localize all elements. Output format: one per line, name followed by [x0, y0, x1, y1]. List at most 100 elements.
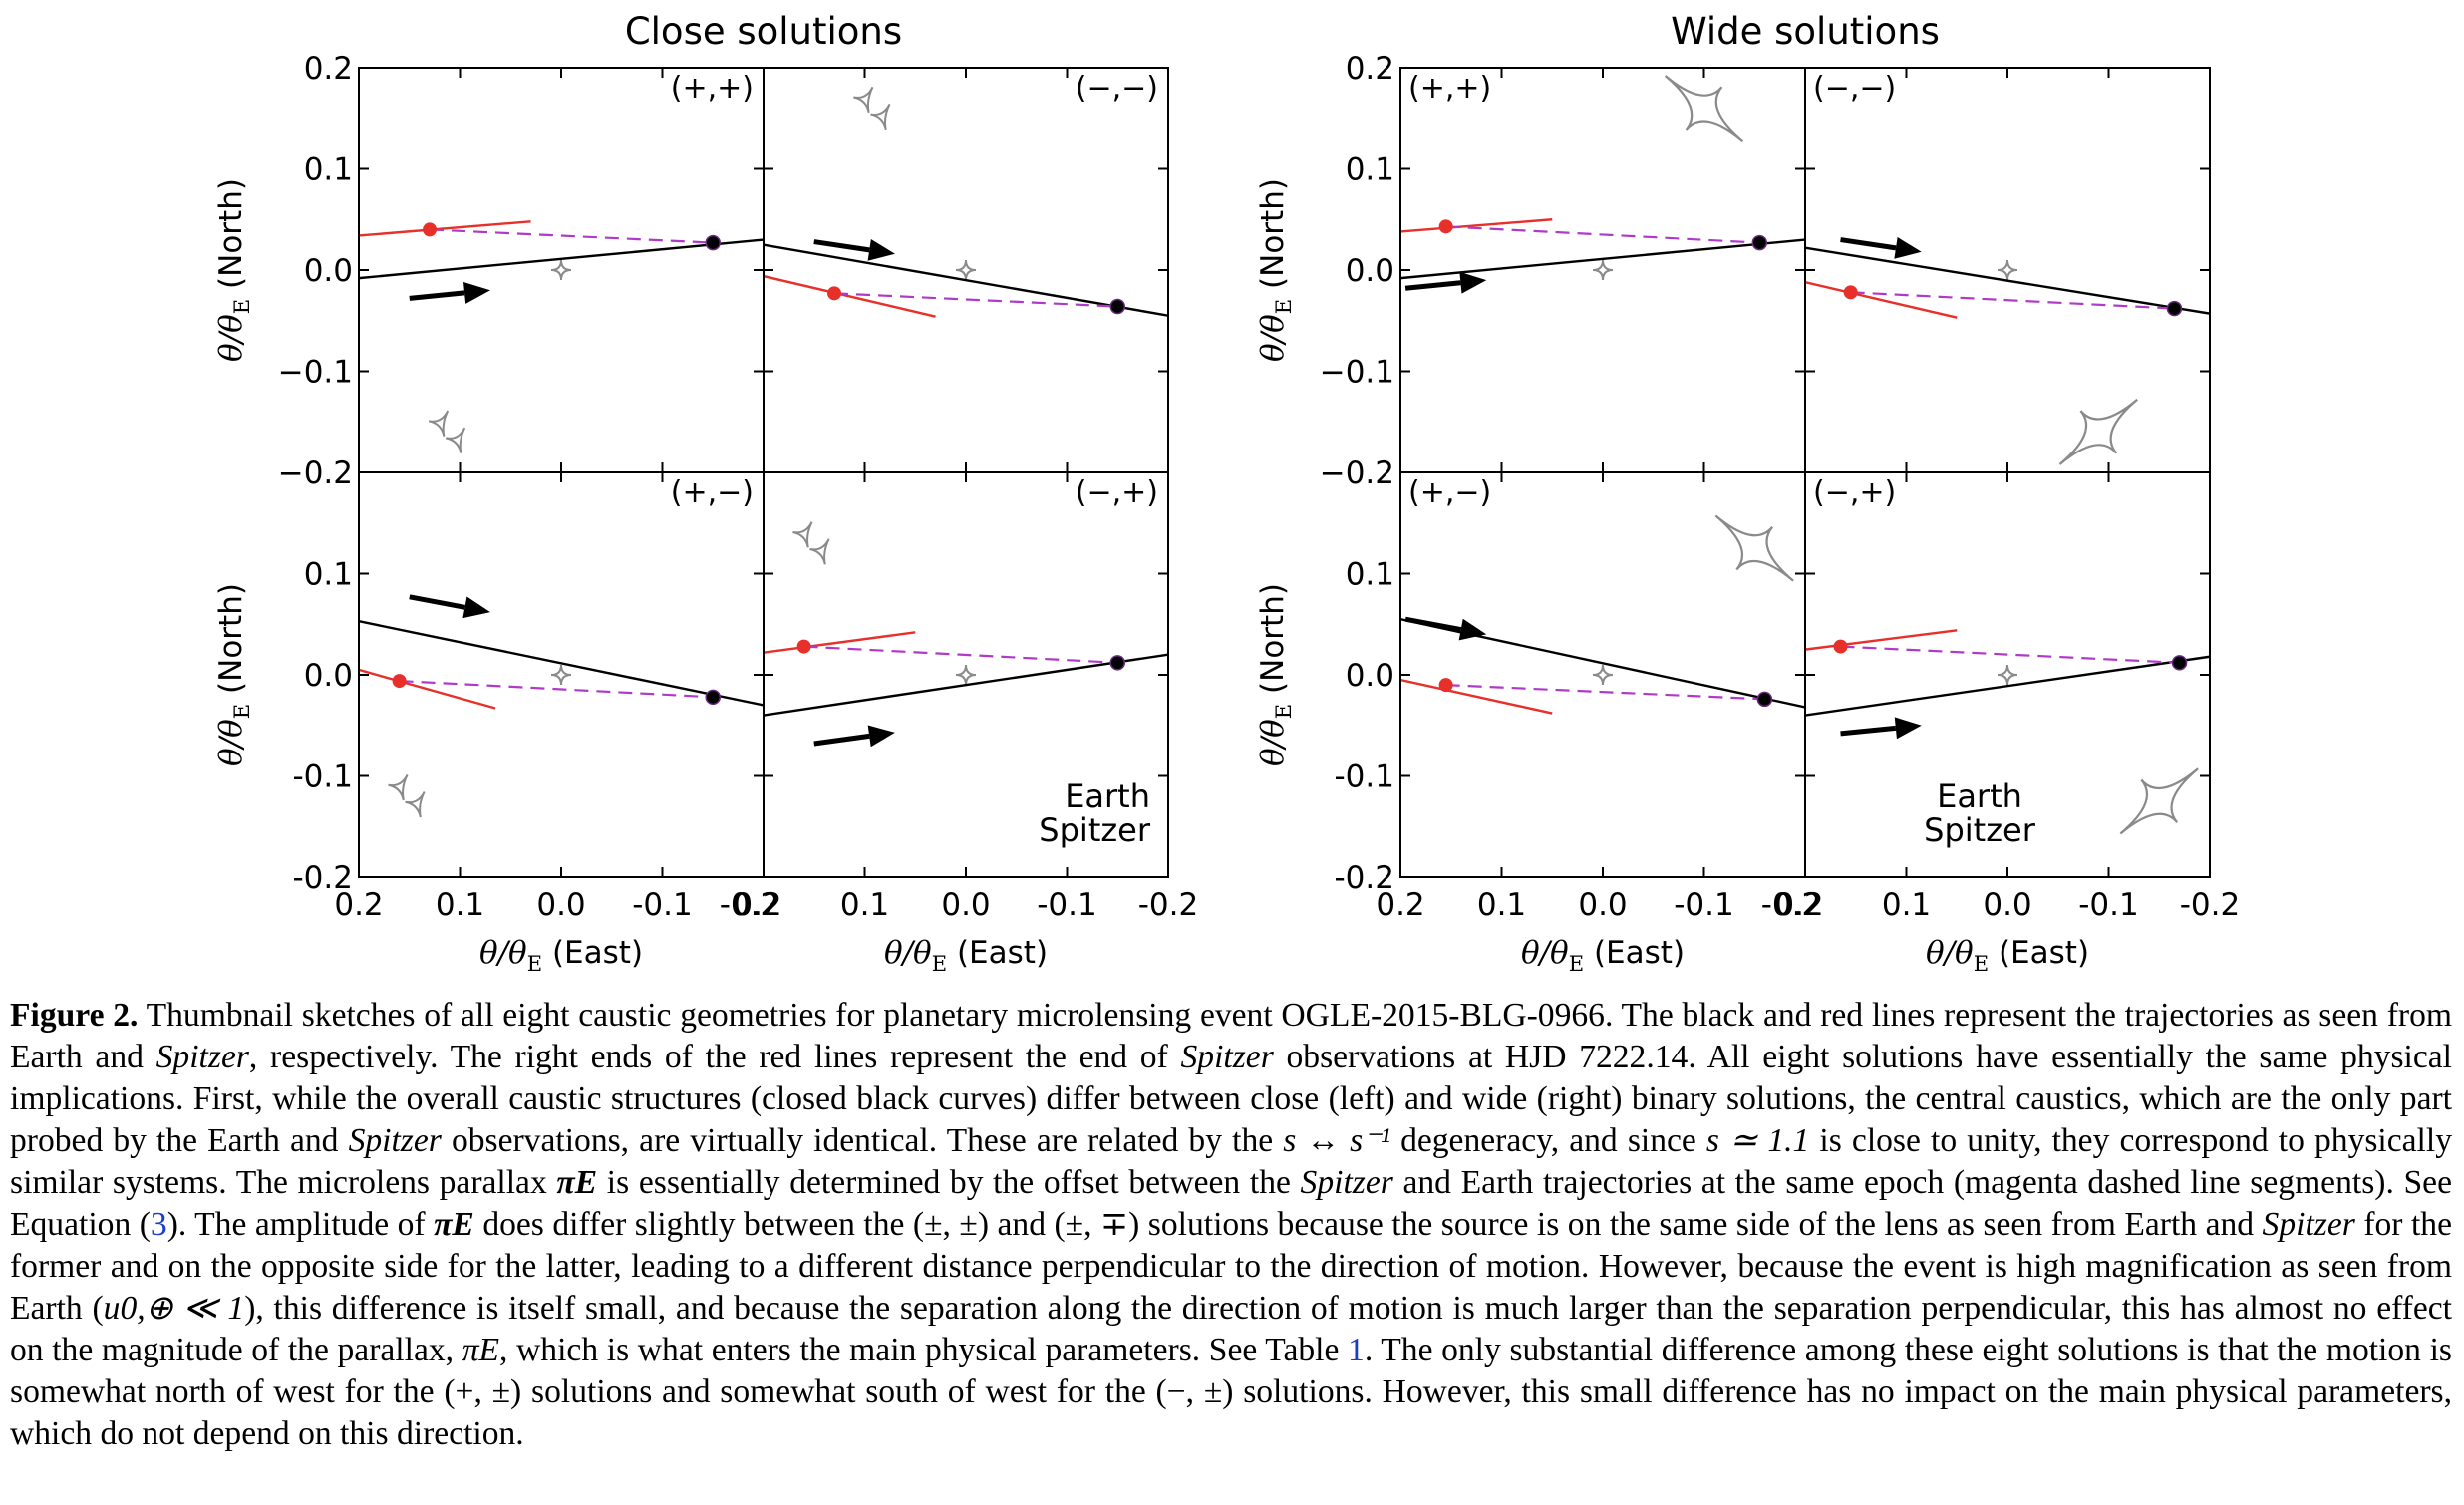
motion-arrow-icon — [867, 239, 895, 261]
planetary-caustic-icon — [2119, 767, 2199, 835]
label-theta: θ/θ — [1521, 935, 1569, 971]
panel: (+,+) — [1399, 67, 1806, 473]
label-sub: E — [1569, 951, 1584, 976]
panel-content — [764, 521, 1168, 748]
panel-content — [359, 594, 764, 818]
earth-position-dot — [705, 234, 721, 251]
parallax-offset-dashed — [803, 645, 1118, 664]
x-tick-label: -0.1 — [1037, 887, 1097, 923]
x-tick-label: 0.1 — [436, 887, 484, 923]
x-axis-label: θ/θE (East) — [1926, 935, 2089, 976]
earth-trajectory — [359, 620, 764, 707]
caption-pi-e: πE — [434, 1206, 474, 1243]
y-tick-label: 0.2 — [1346, 51, 1394, 87]
label-rest: (North) — [213, 178, 249, 299]
y-tick-label: 0.0 — [1346, 658, 1394, 694]
planetary-caustic-icon — [405, 791, 426, 818]
wide-solutions-group: Wide solutions (+,+) (−,−) (+,−) (−,+) EarthS… — [1255, 10, 2240, 976]
panel-content — [1400, 514, 1805, 715]
caption-label: Figure 2. — [10, 997, 139, 1034]
label-rest: (North) — [213, 583, 249, 704]
motion-arrow-shaft — [1404, 280, 1461, 291]
spitzer-trajectory — [1400, 218, 1553, 233]
y-tick-label: −0.1 — [278, 355, 353, 391]
caption-spitzer: Spitzer — [1300, 1164, 1393, 1201]
x-tick-label: -0.1 — [2078, 887, 2139, 923]
motion-arrow-icon — [1894, 236, 1922, 259]
caption-s-degeneracy: s ↔ s⁻¹ — [1283, 1122, 1390, 1159]
caption-text: for the former and on the opposite side … — [10, 1206, 2452, 1327]
x-axis-label: θ/θE (East) — [884, 935, 1048, 976]
y-tick-label: 0.0 — [304, 253, 353, 289]
equation-link[interactable]: 3 — [150, 1206, 167, 1243]
caption-pi-e: πE — [556, 1164, 598, 1201]
spitzer-position-dot — [1438, 219, 1453, 234]
central-caustic-icon — [955, 664, 977, 686]
y-tick-label: 0.1 — [304, 557, 353, 593]
y-tick-label: -0.2 — [293, 860, 354, 896]
x-tick-label: -0.2 — [1138, 887, 1199, 923]
group-title: Wide solutions — [1671, 10, 1940, 53]
caption-spitzer: Spitzer — [348, 1122, 442, 1159]
central-caustic-icon — [1997, 259, 2018, 281]
label-rest: (East) — [542, 935, 643, 971]
caption-text: does differ slightly between the (±, ±) … — [473, 1206, 2263, 1243]
caption-text: ), this difference is itself small, and … — [10, 1290, 2452, 1368]
planetary-caustic-icon — [870, 103, 891, 131]
motion-arrow-icon — [462, 281, 490, 304]
planetary-caustic-icon — [1714, 514, 1794, 582]
x-tick-label: 0.1 — [1477, 887, 1526, 923]
y-tick-label: -0.2 — [1335, 860, 1395, 896]
panel-content — [1805, 236, 2210, 465]
label-theta: θ/θ — [479, 935, 527, 971]
caption-u0: u0,⊕ ≪ 1 — [103, 1290, 245, 1327]
parallax-offset-dashed — [833, 292, 1118, 308]
motion-arrow-shaft — [409, 594, 465, 610]
caption-text: is close to unity, they correspond to ph… — [10, 1122, 2453, 1201]
earth-trajectory — [764, 243, 1168, 317]
planetary-caustic-icon — [388, 774, 409, 801]
panel-content — [359, 220, 764, 453]
central-caustic-icon — [550, 259, 572, 281]
x-tick-label: 0.1 — [1882, 887, 1931, 923]
caption-text: observations, are virtually identical. T… — [441, 1122, 1284, 1159]
earth-trajectory — [1400, 238, 1805, 280]
x-tick-label: 0.0 — [1983, 887, 2031, 923]
x-tick-label: -0.2 — [720, 887, 780, 923]
planetary-caustic-icon — [445, 427, 466, 453]
spitzer-trajectory — [1805, 281, 1958, 319]
planetary-caustic-icon — [428, 410, 450, 437]
earth-trajectory — [1805, 246, 2210, 315]
planetary-caustic-icon — [809, 538, 830, 565]
y-tick-label: 0.0 — [304, 658, 353, 694]
label-theta: θ/θ — [884, 935, 932, 971]
motion-arrow-icon — [1459, 271, 1487, 294]
motion-arrow-shaft — [1840, 725, 1897, 737]
earth-position-dot — [1109, 298, 1125, 315]
x-tick-label: -0.1 — [632, 887, 693, 923]
caption-text: degeneracy, and since — [1389, 1122, 1706, 1159]
planetary-caustic-icon — [792, 521, 813, 548]
y-axis-label: θ/θE (North) — [213, 583, 254, 766]
x-tick-label: 0.1 — [840, 887, 889, 923]
table-link[interactable]: 1 — [1348, 1332, 1365, 1368]
y-axis-label: θ/θE (North) — [1255, 583, 1296, 766]
caption-spitzer: Spitzer — [155, 1039, 249, 1075]
y-tick-label: 0.1 — [1346, 152, 1394, 188]
label-sub: E — [1271, 299, 1296, 314]
x-tick-label: -0.2 — [1761, 887, 1822, 923]
central-caustic-icon — [550, 664, 572, 686]
spitzer-position-dot — [423, 222, 438, 237]
panel: (+,+) — [358, 67, 765, 473]
label-sub: E — [932, 951, 947, 976]
panel-frame — [358, 67, 765, 473]
earth-trajectory — [359, 238, 764, 280]
motion-arrow-shaft — [813, 239, 870, 253]
spitzer-trajectory — [359, 220, 531, 237]
x-tick-label: 0.2 — [1774, 887, 1823, 923]
motion-arrow-icon — [1894, 717, 1922, 740]
close-solutions-group: Close solutions (+,+) (−,−) (+,−) (−,+) Earth… — [213, 10, 1198, 976]
spitzer-trajectory — [359, 668, 496, 710]
motion-arrow-icon — [462, 596, 490, 619]
